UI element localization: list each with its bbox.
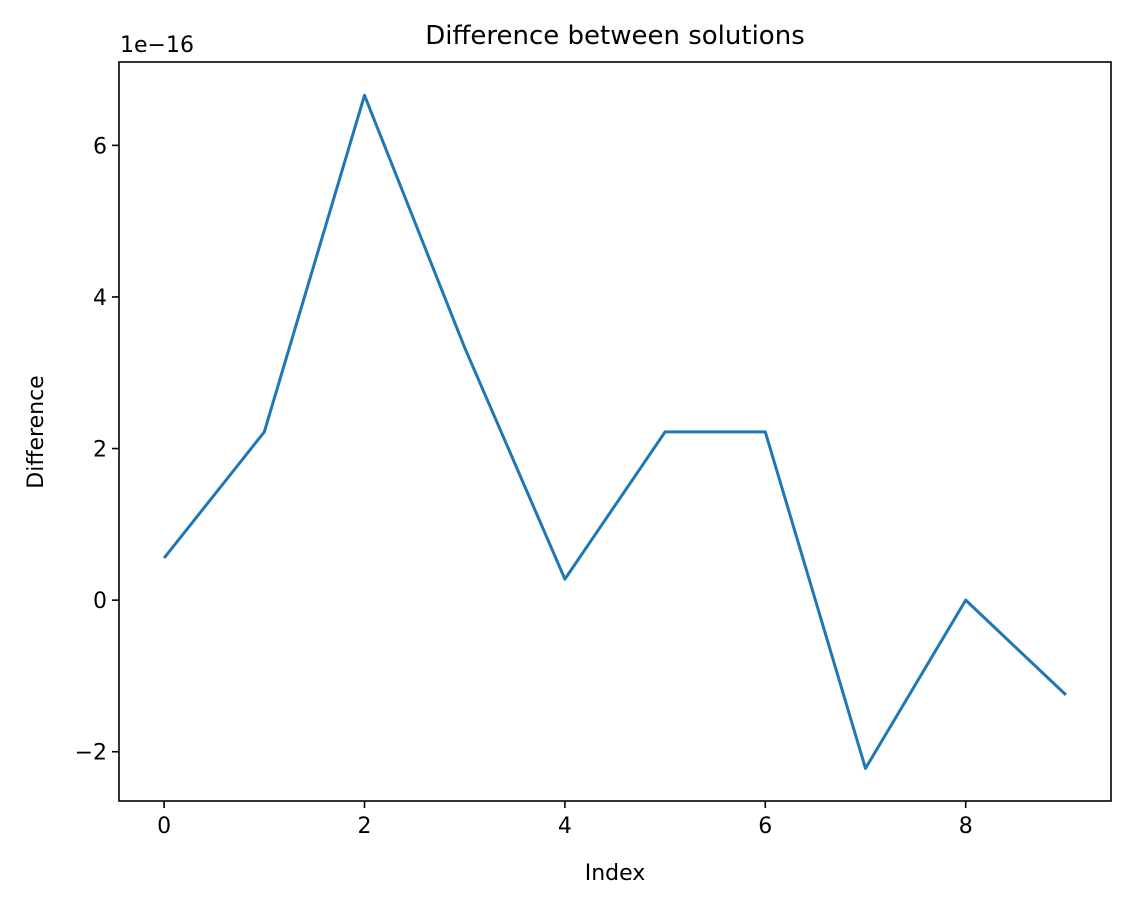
x-axis-label: Index — [585, 861, 646, 886]
x-tick-label: 6 — [758, 814, 772, 839]
x-tick-label: 4 — [558, 814, 572, 839]
chart-title: Difference between solutions — [425, 21, 805, 51]
series-line — [162, 93, 1067, 770]
x-axis: 0 2 4 6 8 — [157, 801, 973, 839]
x-tick-label: 0 — [157, 814, 171, 839]
y-tick-label: 6 — [93, 134, 107, 159]
y-tick-label: −2 — [75, 741, 107, 766]
y-axis-offset-label: 1e−16 — [120, 33, 194, 58]
plot-area — [119, 62, 1111, 801]
x-tick-label: 2 — [357, 814, 371, 839]
plot-frame — [118, 61, 1112, 802]
x-tick-label: 8 — [959, 814, 973, 839]
y-tick-label: 2 — [93, 438, 107, 463]
y-axis-label: Difference — [24, 375, 49, 488]
y-axis: −2 0 2 4 6 — [75, 134, 119, 766]
y-tick-label: 4 — [93, 286, 107, 311]
y-tick-label: 0 — [93, 589, 107, 614]
